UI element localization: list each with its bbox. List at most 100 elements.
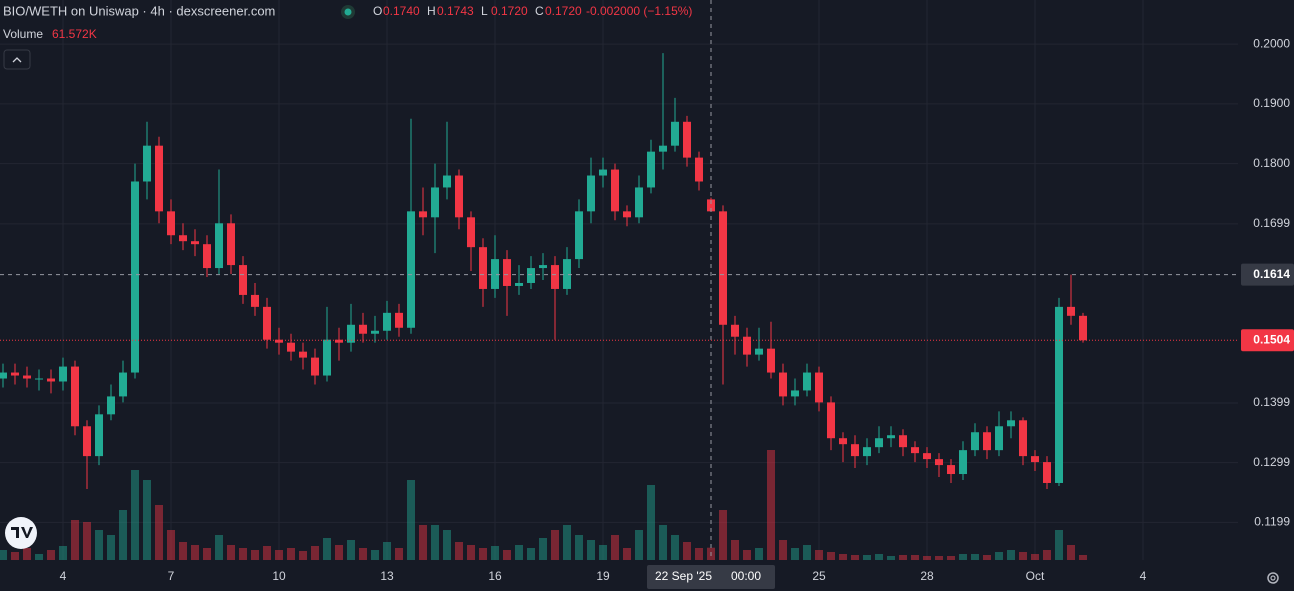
logo-badge[interactable] xyxy=(5,517,37,549)
candle-body xyxy=(695,157,703,182)
volume-bar xyxy=(443,530,451,560)
gear-center[interactable] xyxy=(1270,575,1276,581)
tv-logo[interactable] xyxy=(5,517,37,549)
candle-body xyxy=(1007,420,1015,427)
candle-body xyxy=(11,372,19,376)
volume-bar xyxy=(671,535,679,560)
candle-body xyxy=(251,294,259,307)
volume-bar xyxy=(215,535,223,560)
candle-body xyxy=(551,265,559,289)
volume-bar xyxy=(659,525,667,560)
legend-value: 0.1740 xyxy=(383,4,420,18)
candle-body xyxy=(611,169,619,212)
volume-bar xyxy=(1019,552,1027,560)
logo-mark[interactable] xyxy=(11,527,33,538)
volume-bar xyxy=(1031,554,1039,560)
volume-bar xyxy=(71,520,79,560)
candle-body xyxy=(179,235,187,242)
candle-body xyxy=(671,121,679,146)
volume-bar xyxy=(83,522,91,560)
candle-body xyxy=(0,372,7,379)
volume-bar xyxy=(47,550,55,560)
candle-body xyxy=(875,438,883,448)
volume-bar xyxy=(719,510,727,560)
candle-body xyxy=(959,450,967,475)
volume-bar xyxy=(767,450,775,560)
candle-body xyxy=(623,211,631,218)
candle-body xyxy=(647,151,655,188)
x-tick-label: 4 xyxy=(60,569,67,583)
candle-body xyxy=(1067,306,1075,316)
volume-bar xyxy=(587,540,595,560)
crosshair-price-box xyxy=(1241,263,1294,286)
candle-body xyxy=(23,375,31,379)
x-tick-label: 19 xyxy=(596,569,610,583)
candle-body xyxy=(539,265,547,269)
candle-body xyxy=(755,348,763,355)
candle-body xyxy=(503,259,511,286)
volume-bar xyxy=(803,545,811,560)
volume-bar xyxy=(395,548,403,560)
volume-bar xyxy=(515,545,523,560)
candle-body xyxy=(239,265,247,295)
collapse-button[interactable] xyxy=(3,49,31,70)
x-tick-label: 28 xyxy=(920,569,934,583)
volume-bar xyxy=(167,530,175,560)
collapse-button-frame[interactable] xyxy=(3,49,31,70)
candle-body xyxy=(35,378,43,380)
volume-bar xyxy=(827,552,835,560)
candle-body xyxy=(59,366,67,382)
candle-body xyxy=(263,306,271,340)
y-tick-label: 0.2000 xyxy=(1253,36,1290,50)
volume-bar xyxy=(359,548,367,560)
volume-bar xyxy=(1043,550,1051,560)
candle-body xyxy=(527,268,535,283)
candle-body xyxy=(1043,462,1051,483)
volume-bar xyxy=(527,548,535,560)
legend-value: 0.1720 xyxy=(545,4,582,18)
volume-bar xyxy=(1079,555,1087,560)
volume-bar xyxy=(575,535,583,560)
candle-body xyxy=(971,432,979,451)
candle-body xyxy=(371,330,379,334)
legend-value: 0.1720 xyxy=(491,4,528,18)
settings-button[interactable] xyxy=(1267,572,1279,584)
volume-bar xyxy=(911,555,919,560)
x-tick-label: Oct xyxy=(1026,569,1045,583)
candle-body xyxy=(227,223,235,266)
crosshair-date-label: 22 Sep '25 xyxy=(655,569,712,583)
gear-ring[interactable] xyxy=(1267,572,1279,584)
collapse-icon[interactable] xyxy=(12,57,22,63)
volume-bar xyxy=(455,542,463,560)
candle-body xyxy=(443,175,451,188)
candle-body xyxy=(359,324,367,334)
volume-bar xyxy=(1067,545,1075,560)
candle-body xyxy=(863,447,871,457)
y-tick-label: 0.1199 xyxy=(1254,515,1290,529)
volume-bar xyxy=(503,550,511,560)
candle-body xyxy=(467,217,475,248)
volume-bar xyxy=(539,538,547,560)
volume-label: Volume xyxy=(3,27,43,41)
crosshair-time-box xyxy=(647,565,775,589)
volume-bar xyxy=(779,540,787,560)
candle-body xyxy=(947,465,955,475)
volume-bar xyxy=(239,548,247,560)
volume-bar xyxy=(599,545,607,560)
candle-body xyxy=(707,199,715,212)
volume-bar xyxy=(971,554,979,560)
candle-body xyxy=(995,426,1003,451)
volume-bar xyxy=(263,546,271,560)
candle-body xyxy=(131,181,139,373)
candle-body xyxy=(383,312,391,331)
volume-bar xyxy=(467,545,475,560)
volume-bar xyxy=(491,546,499,560)
candle-body xyxy=(1079,315,1087,341)
y-tick-label: 0.1399 xyxy=(1253,395,1290,409)
y-tick-label: 0.1299 xyxy=(1253,455,1290,469)
volume-bar xyxy=(371,550,379,560)
candle-body xyxy=(827,402,835,439)
candle-body xyxy=(407,211,415,328)
